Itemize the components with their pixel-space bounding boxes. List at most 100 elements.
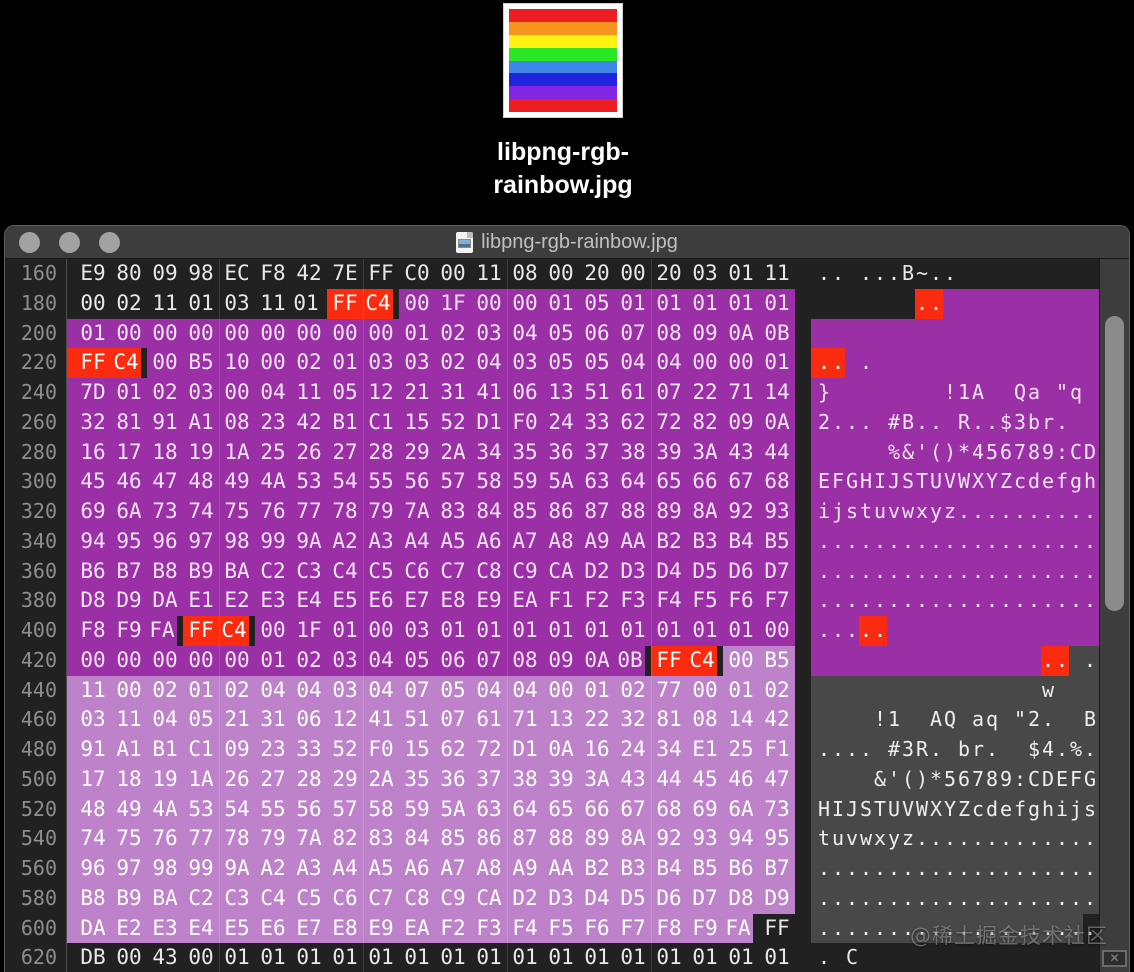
zoom-button[interactable] <box>99 232 120 253</box>
hex-byte[interactable]: 51 <box>579 378 615 408</box>
ascii-char[interactable]: I <box>831 794 845 825</box>
hex-byte[interactable]: 09 <box>152 261 178 285</box>
hex-byte[interactable]: 01 <box>512 945 538 970</box>
hex-byte[interactable]: 57 <box>327 794 363 825</box>
ascii-char[interactable] <box>971 288 985 319</box>
ascii-char[interactable] <box>817 675 831 706</box>
ascii-char[interactable]: . <box>845 616 859 646</box>
hex-byte[interactable]: F8 <box>651 913 687 944</box>
hex-byte[interactable]: A4 <box>327 854 363 884</box>
hex-byte[interactable]: 9A <box>219 854 255 884</box>
ascii-char[interactable] <box>845 705 859 735</box>
ascii-char[interactable] <box>859 289 873 319</box>
hex-byte[interactable]: 01 <box>687 288 723 319</box>
ascii-char[interactable] <box>999 288 1013 319</box>
hex-byte[interactable]: 48 <box>75 794 111 825</box>
ascii-char[interactable] <box>1055 616 1069 646</box>
ascii-char[interactable] <box>845 348 859 378</box>
hex-byte[interactable]: 72 <box>651 407 687 438</box>
ascii-char[interactable]: . <box>915 556 929 587</box>
hex-byte[interactable]: 07 <box>651 378 687 408</box>
hex-byte[interactable]: 33 <box>579 407 615 438</box>
hex-byte[interactable]: 06 <box>435 645 471 676</box>
ascii-char[interactable]: . <box>985 883 999 914</box>
ascii-char[interactable]: . <box>929 407 943 438</box>
ascii-char[interactable]: . <box>831 735 845 765</box>
hex-byte[interactable]: E6 <box>255 913 291 944</box>
hex-byte[interactable]: 01 <box>651 616 687 646</box>
hex-byte[interactable]: C4 <box>255 883 291 914</box>
hex-byte[interactable]: 02 <box>291 645 327 676</box>
hex-byte[interactable]: 73 <box>147 497 183 527</box>
hex-byte[interactable]: 00 <box>507 288 543 319</box>
hex-byte[interactable]: 48 <box>183 467 219 497</box>
hex-byte[interactable]: 55 <box>363 467 399 497</box>
hex-byte[interactable]: D3 <box>543 883 579 914</box>
ascii-char[interactable]: . <box>859 348 873 378</box>
hex-byte[interactable]: 99 <box>183 854 219 884</box>
ascii-char[interactable]: . <box>1055 824 1069 854</box>
hex-byte[interactable]: C8 <box>399 883 435 914</box>
ascii-char[interactable]: . <box>957 854 971 884</box>
ascii-char[interactable]: u <box>873 497 887 527</box>
ascii-char[interactable] <box>915 705 929 735</box>
ascii-char[interactable]: . <box>1083 854 1097 884</box>
ascii-char[interactable]: . <box>1055 526 1069 557</box>
ascii-char[interactable]: . <box>817 735 831 765</box>
ascii-char[interactable]: . <box>1069 854 1083 884</box>
hex-byte[interactable]: C6 <box>399 556 435 587</box>
ascii-char[interactable]: . <box>1055 854 1069 884</box>
hex-byte[interactable]: 49 <box>219 467 255 497</box>
hex-byte[interactable]: 05 <box>543 348 579 378</box>
ascii-char[interactable]: . <box>831 407 845 438</box>
ascii-char[interactable]: . <box>1027 556 1041 587</box>
ascii-char[interactable] <box>985 616 999 646</box>
ascii-char[interactable]: j <box>1069 794 1083 825</box>
hex-byte[interactable]: E3 <box>255 586 291 616</box>
ascii-char[interactable] <box>1041 616 1055 646</box>
ascii-char[interactable] <box>1083 616 1097 646</box>
hex-byte[interactable]: 66 <box>579 794 615 825</box>
ascii-char[interactable]: ~ <box>915 261 929 285</box>
hex-byte[interactable]: 61 <box>471 705 507 735</box>
ascii-char[interactable] <box>957 348 971 378</box>
hex-byte[interactable]: 03 <box>507 348 543 378</box>
hex-byte[interactable]: 00 <box>219 318 255 349</box>
hex-byte[interactable]: 01 <box>435 616 471 646</box>
hex-byte[interactable]: 0B <box>615 645 651 676</box>
hex-byte[interactable]: B8 <box>147 556 183 587</box>
ascii-char[interactable]: . <box>887 586 901 616</box>
ascii-char[interactable] <box>831 289 845 319</box>
ascii-char[interactable] <box>1069 288 1083 319</box>
ascii-char[interactable]: . <box>957 586 971 616</box>
hex-byte[interactable]: 37 <box>471 764 507 795</box>
hex-byte[interactable]: 0A <box>543 735 579 765</box>
hex-byte[interactable]: 42 <box>759 705 795 735</box>
hex-byte[interactable]: 00 <box>687 348 723 378</box>
hex-byte[interactable]: 00 <box>188 945 214 970</box>
hex-byte[interactable]: 36 <box>543 437 579 468</box>
ascii-char[interactable] <box>985 318 999 349</box>
hex-byte[interactable]: 77 <box>291 497 327 527</box>
ascii-char[interactable]: . <box>915 913 929 944</box>
hex-byte[interactable]: 01 <box>255 645 291 676</box>
hex-byte[interactable]: 4A <box>147 794 183 825</box>
hex-byte[interactable]: C7 <box>435 556 471 587</box>
ascii-char[interactable] <box>887 348 901 378</box>
file-thumbnail[interactable] <box>503 3 623 118</box>
ascii-char[interactable] <box>999 378 1013 408</box>
hex-byte[interactable]: 54 <box>219 794 255 825</box>
hex-byte[interactable]: 72 <box>471 735 507 765</box>
hex-byte[interactable]: B1 <box>147 735 183 765</box>
hex-byte[interactable]: AA <box>615 526 651 557</box>
hex-byte[interactable]: 00 <box>111 645 147 676</box>
hex-byte[interactable]: 04 <box>291 675 327 706</box>
hex-byte[interactable]: 92 <box>651 824 687 854</box>
hex-byte[interactable]: 69 <box>75 497 111 527</box>
hex-byte[interactable]: 95 <box>111 526 147 557</box>
ascii-char[interactable] <box>929 378 943 408</box>
ascii-char[interactable]: w <box>859 824 873 854</box>
hex-byte[interactable]: D2 <box>579 556 615 587</box>
hex-byte[interactable]: 58 <box>363 794 399 825</box>
ascii-char[interactable]: c <box>971 794 985 825</box>
